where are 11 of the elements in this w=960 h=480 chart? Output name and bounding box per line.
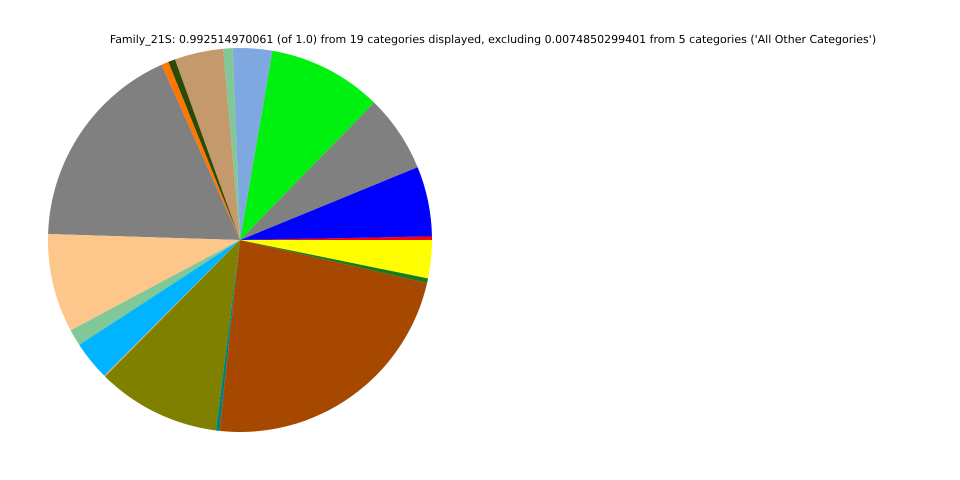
text: Family_21S: 0.992514970061 (of 1.0) from 19 categories displayed, excluding 0.0074850299401 from 5 categories ('All Other Categories') (110, 33, 876, 46)
pie-slice (79, 240, 240, 376)
pie-slice (220, 240, 428, 432)
pie-slice (240, 167, 432, 240)
pie-slice (223, 48, 240, 240)
pie-slice (216, 240, 240, 431)
pie-slice (105, 240, 240, 430)
pie-slice (70, 240, 240, 345)
pie-slice (232, 48, 272, 240)
pie-slice (240, 50, 374, 240)
pie-slice (48, 234, 240, 330)
